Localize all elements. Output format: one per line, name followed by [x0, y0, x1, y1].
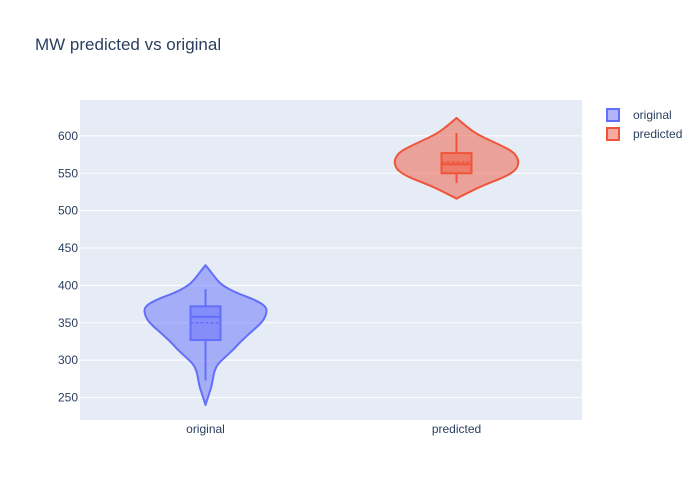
y-axis-ticks: 250 300 350 400 450 500 550 600 — [58, 129, 78, 405]
x-axis-ticks: original predicted — [186, 422, 481, 436]
y-tick-label: 400 — [58, 278, 78, 292]
y-tick-label: 350 — [58, 316, 78, 330]
y-tick-label: 250 — [58, 391, 78, 405]
y-tick-label: 450 — [58, 241, 78, 255]
box — [440, 152, 473, 175]
y-tick-label: 550 — [58, 166, 78, 180]
legend-label: original — [633, 108, 672, 122]
x-tick-label: predicted — [432, 422, 481, 436]
violins — [143, 116, 520, 407]
legend-label: predicted — [633, 127, 682, 141]
y-tick-label: 300 — [58, 353, 78, 367]
violin-predicted — [393, 116, 520, 200]
legend-swatch — [606, 127, 620, 141]
x-tick-label: original — [186, 422, 225, 436]
violin-original — [143, 264, 268, 407]
legend-item-original: original — [606, 108, 672, 122]
y-tick-label: 500 — [58, 204, 78, 218]
y-tick-label: 600 — [58, 129, 78, 143]
legend-item-predicted: predicted — [606, 127, 682, 141]
legend: original predicted — [606, 108, 682, 141]
legend-swatch — [606, 108, 620, 122]
chart-title: MW predicted vs original — [35, 35, 221, 54]
